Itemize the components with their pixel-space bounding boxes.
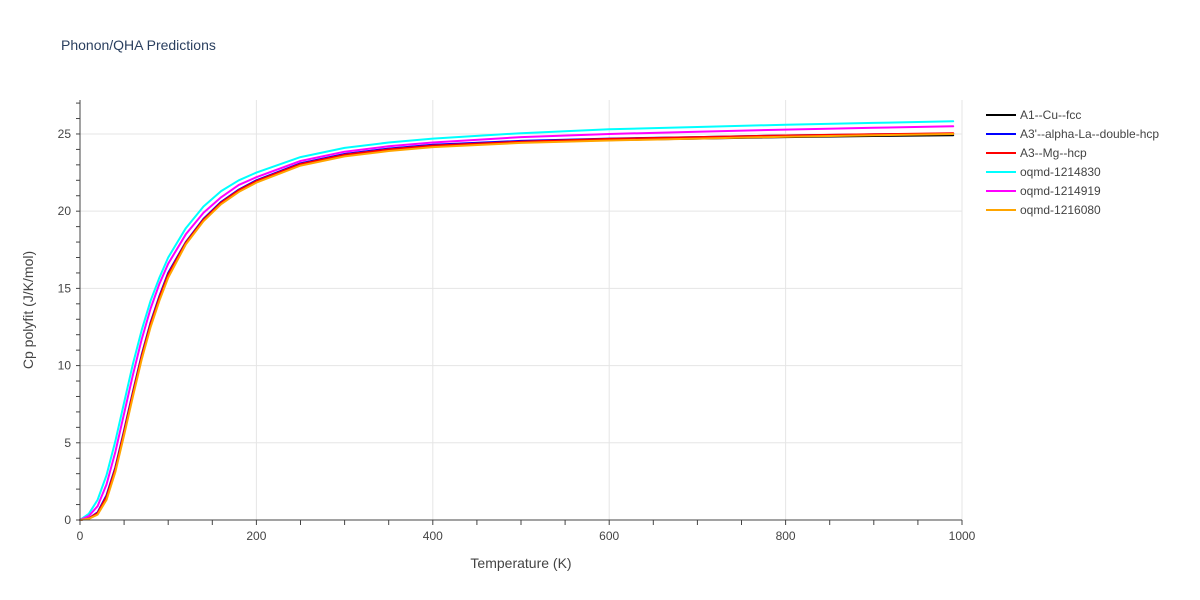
- y-tick-label: 20: [58, 204, 72, 218]
- y-tick-label: 5: [64, 436, 71, 450]
- y-tick-label: 0: [64, 513, 71, 527]
- legend-item[interactable]: oqmd-1214919: [986, 184, 1101, 198]
- x-tick-label: 600: [599, 529, 619, 543]
- legend-label: oqmd-1214919: [1020, 184, 1101, 198]
- x-tick-label: 800: [776, 529, 796, 543]
- chart-title: Phonon/QHA Predictions: [61, 37, 216, 53]
- legend-item[interactable]: A3--Mg--hcp: [986, 146, 1087, 160]
- legend-label: A3--Mg--hcp: [1020, 146, 1087, 160]
- legend-item[interactable]: A1--Cu--fcc: [986, 108, 1081, 122]
- series-line: [79, 125, 955, 521]
- legend-label: A1--Cu--fcc: [1020, 108, 1081, 122]
- series-line: [79, 132, 955, 521]
- legend-label: oqmd-1214830: [1020, 165, 1101, 179]
- legend-item[interactable]: oqmd-1216080: [986, 203, 1101, 217]
- series-line: [79, 134, 955, 521]
- x-tick-label: 1000: [949, 529, 976, 543]
- legend-item[interactable]: oqmd-1214830: [986, 165, 1101, 179]
- x-tick-label: 200: [246, 529, 266, 543]
- y-axis-title: Cp polyfit (J/K/mol): [20, 251, 36, 369]
- x-tick-label: 400: [423, 529, 443, 543]
- legend-item[interactable]: A3'--alpha-La--double-hcp: [986, 127, 1159, 141]
- y-tick-label: 25: [58, 127, 72, 141]
- grid-layer: [80, 100, 963, 520]
- series-layer: [79, 120, 955, 521]
- legend-label: oqmd-1216080: [1020, 203, 1101, 217]
- x-tick-label: 0: [77, 529, 84, 543]
- axis-layer: 0 200 400 600 800 1000 0 5 10 15 20 25: [58, 100, 976, 543]
- x-axis-title: Temperature (K): [470, 555, 571, 571]
- y-tick-label: 15: [58, 281, 72, 295]
- series-line: [79, 133, 955, 521]
- legend-label: A3'--alpha-La--double-hcp: [1020, 127, 1159, 141]
- legend: A1--Cu--fcc A3'--alpha-La--double-hcp A3--…: [986, 108, 1159, 217]
- y-tick-label: 10: [58, 359, 72, 373]
- series-line: [79, 132, 955, 521]
- series-line: [79, 120, 955, 521]
